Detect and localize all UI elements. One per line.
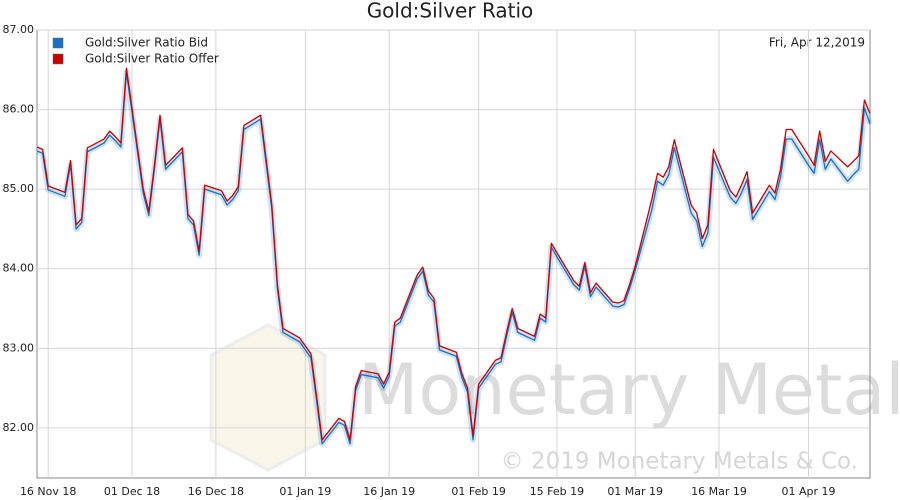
x-tick-label: 16 Nov 18 bbox=[20, 485, 76, 498]
y-tick-label: 82.00 bbox=[3, 421, 35, 434]
legend-label: Gold:Silver Ratio Bid bbox=[85, 36, 208, 50]
x-tick-label: 01 Mar 19 bbox=[607, 485, 663, 498]
date-label: Fri, Apr 12,2019 bbox=[769, 36, 865, 50]
x-tick-label: 01 Apr 19 bbox=[781, 485, 835, 498]
line bbox=[36, 71, 871, 445]
y-tick-label: 85.00 bbox=[3, 182, 35, 195]
legend-label: Gold:Silver Ratio Offer bbox=[85, 52, 219, 66]
legend-swatch bbox=[52, 37, 64, 49]
x-tick-label: 16 Jan 19 bbox=[363, 485, 415, 498]
x-tick-label: 16 Mar 19 bbox=[691, 485, 747, 498]
y-tick-label: 87.00 bbox=[3, 23, 35, 36]
x-tick-label: 15 Feb 19 bbox=[530, 485, 584, 498]
y-tick-label: 86.00 bbox=[3, 103, 35, 116]
y-tick-label: 84.00 bbox=[3, 262, 35, 275]
chart-title: Gold:Silver Ratio bbox=[367, 0, 534, 23]
y-tick-label: 83.00 bbox=[3, 341, 35, 354]
watermark-logo bbox=[209, 323, 327, 472]
copyright: © 2019 Monetary Metals & Co. bbox=[501, 449, 858, 475]
line bbox=[36, 67, 871, 441]
x-tick-label: 01 Feb 19 bbox=[451, 485, 505, 498]
x-tick-label: 01 Dec 18 bbox=[104, 485, 160, 498]
legend-swatch bbox=[52, 53, 64, 65]
x-tick-label: 01 Jan 19 bbox=[279, 485, 331, 498]
x-tick-label: 16 Dec 18 bbox=[188, 485, 244, 498]
watermark: Monetary Metals bbox=[358, 349, 900, 431]
